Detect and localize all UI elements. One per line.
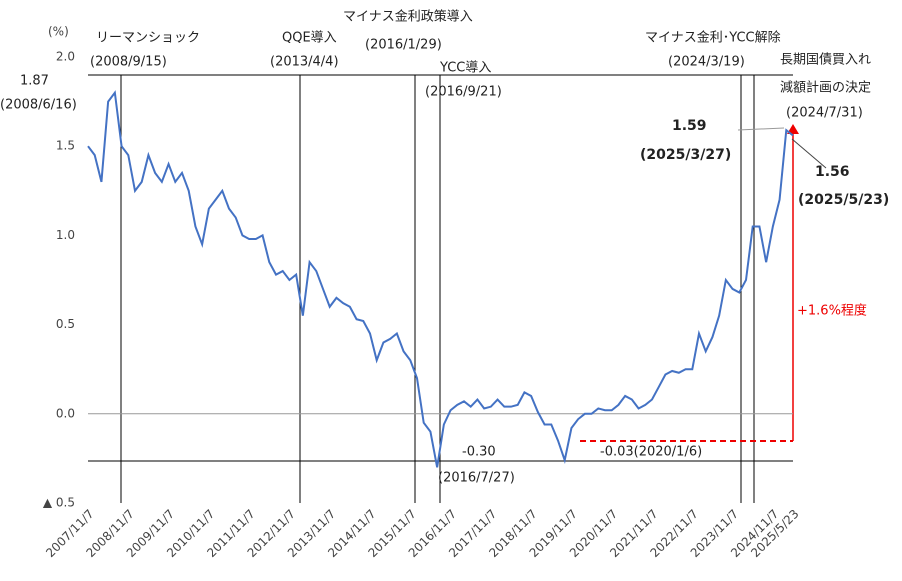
annotation: -0.30	[462, 445, 496, 460]
annotation: (2016/1/29)	[365, 38, 442, 53]
annotation: (2024/7/31)	[786, 106, 863, 121]
annotation: +1.6%程度	[797, 303, 867, 319]
annotation: (2016/7/27)	[438, 471, 515, 486]
data-line	[87, 90, 794, 468]
annotation: マイナス金利政策導入	[343, 9, 473, 25]
annotation: (2025/5/23)	[798, 192, 889, 208]
annotation: YCC導入	[439, 61, 491, 76]
y-tick-label: 0.5	[56, 317, 75, 331]
connector	[791, 138, 827, 169]
annotation: 1.87	[20, 74, 49, 89]
y-tick-label: 2.0	[56, 50, 75, 64]
y-tick-label: 1.0	[56, 228, 75, 242]
annotation: (2013/4/4)	[270, 55, 339, 70]
annotation: QQE導入	[282, 31, 337, 46]
connector	[737, 127, 785, 131]
annotation: 減額計画の決定	[780, 80, 871, 96]
annotation: リーマンショック	[96, 31, 200, 46]
y-tick-label: ▲ 0.5	[43, 496, 75, 510]
event-lines	[88, 74, 793, 503]
annotation: 1.56	[815, 164, 850, 180]
annotation: (2008/6/16)	[0, 98, 77, 113]
annotation: 長期国債買入れ	[780, 53, 871, 68]
y-axis-label: (%)	[48, 25, 69, 39]
annotation: (2016/9/21)	[425, 85, 502, 100]
annotation: -0.03(2020/1/6)	[600, 445, 702, 460]
y-tick-label: 0.0	[56, 406, 75, 420]
red-arrowhead	[787, 124, 799, 134]
annotation: (2024/3/19)	[668, 55, 745, 70]
y-tick-label: 1.5	[56, 139, 75, 153]
annotation: (2025/3/27)	[640, 147, 731, 163]
annotation: (2008/9/15)	[90, 55, 167, 70]
annotation: マイナス金利･YCC解除	[645, 30, 781, 46]
annotation: 1.59	[672, 118, 707, 134]
